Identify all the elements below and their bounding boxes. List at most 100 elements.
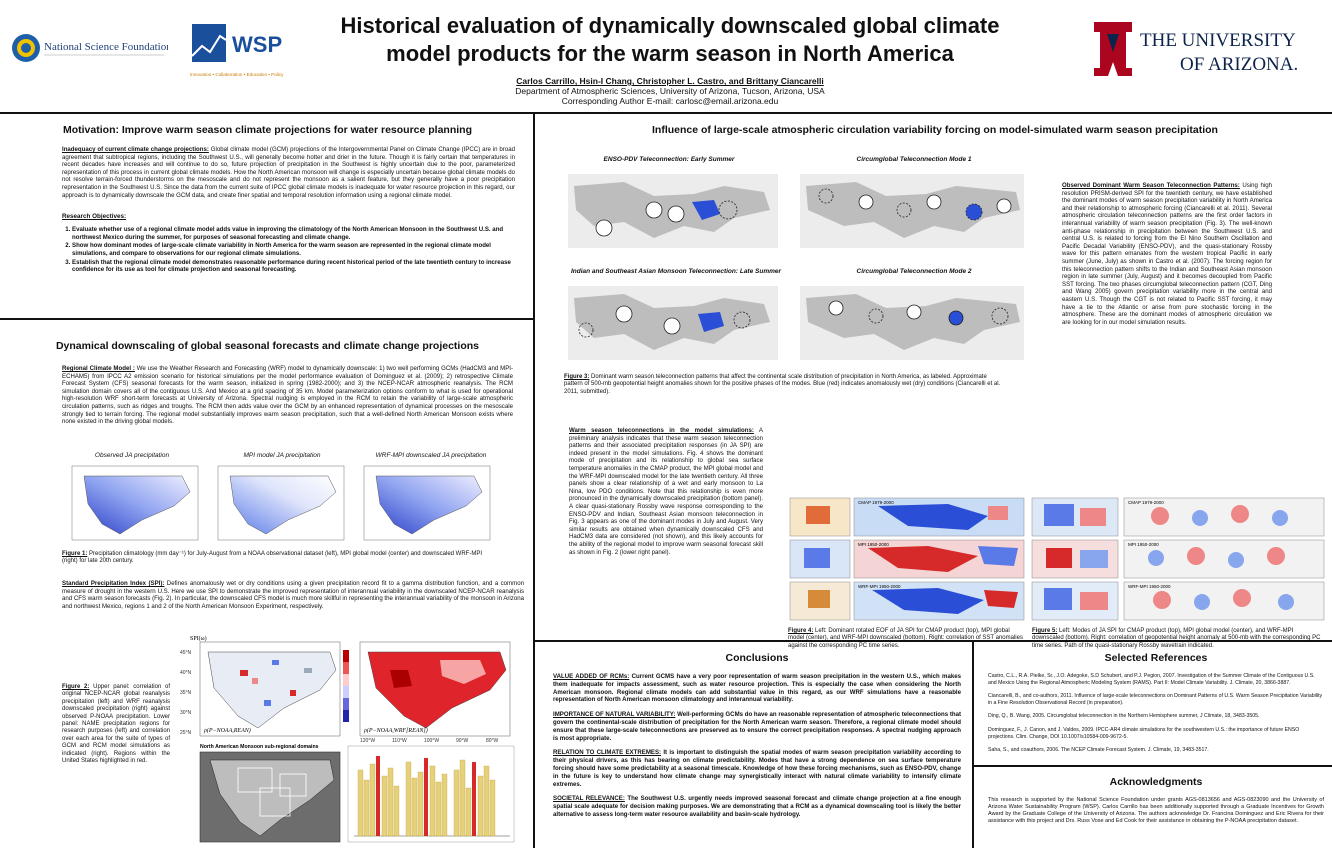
observed-precip-map <box>71 465 199 541</box>
list-item: Saha, S., and coauthors, 2006. The NCEP … <box>988 747 1209 754</box>
affiliation: Department of Atmospheric Sciences, Univ… <box>515 86 825 96</box>
objectives-heading: Research Objectives: <box>62 213 127 221</box>
fig3-panel-label: Circumglobal Teleconnection Mode 2 <box>856 268 972 275</box>
nsf-logo: National Science Foundation <box>8 30 172 66</box>
svg-text:100°W: 100°W <box>424 738 439 744</box>
figure-2: SPI(ω) ρ(P−NOAA,REAN) ρ(P−NOAA,WRF[REAN]… <box>180 630 520 844</box>
fig4-caption: Figure 4: Left: Dominant rotated EOF of … <box>788 628 1023 649</box>
list-item: Show how dominant modes of large-scale c… <box>72 242 515 257</box>
rcm-paragraph: Regional Climate Model : We use the Weat… <box>62 365 513 426</box>
acknowledgments-section: Acknowledgments This research is support… <box>988 776 1324 825</box>
observed-patterns-paragraph: Observed Dominant Warm Season Teleconnec… <box>1062 182 1272 326</box>
figure-3: ENSO-PDV Teleconnection: Early Summer Ci… <box>564 152 1034 367</box>
svg-text:CMAP 1979-2000: CMAP 1979-2000 <box>1128 500 1164 505</box>
downscaling-title: Dynamical downscaling of global seasonal… <box>55 340 480 352</box>
svg-text:CMAP 1979-2000: CMAP 1979-2000 <box>858 500 894 505</box>
list-item: Ding, Q., B. Wang, 2005. Circumglobal te… <box>988 713 1260 720</box>
fig2-wrf-correlation-map: ρ(P−NOAA,WRF[REAN]) <box>359 641 511 737</box>
fig3-panel-label: Indian and Southeast Asian Monsoon Telec… <box>570 268 782 275</box>
svg-text:THE UNIVERSITY: THE UNIVERSITY <box>1140 30 1296 51</box>
bottom-column-divider <box>972 640 974 848</box>
fig2-correlation-bars <box>347 745 515 843</box>
objectives-list: Evaluate whether use of a regional clima… <box>72 226 515 274</box>
fig3-panel-label: ENSO-PDV Teleconnection: Early Summer <box>603 156 735 163</box>
svg-text:35°N: 35°N <box>180 690 192 696</box>
fig2-name-regions-map: North American Monsoon sub-regional doma… <box>199 744 341 843</box>
left-section-divider <box>0 318 533 320</box>
svg-text:OF ARIZONA.: OF ARIZONA. <box>1180 54 1298 75</box>
list-item: IMPORTANCE OF NATURAL VARIABILITY: Well-… <box>553 711 961 742</box>
mpi-precip-map <box>217 465 345 541</box>
list-item: Establish that the regional climate mode… <box>72 259 515 274</box>
fig3-caption: Figure 3: Dominant warm season teleconne… <box>564 374 1001 395</box>
svg-text:National Science Foundation: National Science Foundation <box>44 41 168 53</box>
svg-text:90°W: 90°W <box>456 738 469 744</box>
figure-5: CMAP 1979-2000 MPI 1950-2000 WRF-MPI 195… <box>1031 497 1325 621</box>
svg-text:MPI 1950-2000: MPI 1950-2000 <box>1128 542 1159 547</box>
svg-text:Innovation • Collaboration • E: Innovation • Collaboration • Education •… <box>190 72 284 77</box>
author-block: Carlos Carrillo, Hsin-I Chang, Christoph… <box>420 76 920 106</box>
fig1-panel-label: WRF-MPI downscaled JA precipitation <box>375 452 487 459</box>
fig2-lon-ticks: 120°W 110°W 100°W 90°W 80°W <box>360 738 499 744</box>
references-list: Castro, C.L., R.A. Pielke, Sr., J.O. Ade… <box>988 673 1324 754</box>
svg-text:WSP: WSP <box>232 32 282 57</box>
fig5-cmap-row: CMAP 1979-2000 <box>1031 497 1325 537</box>
fig2-reanalysis-correlation-map: SPI(ω) ρ(P−NOAA,REAN) <box>190 635 341 737</box>
references-section: Selected References Castro, C.L., R.A. P… <box>988 652 1324 761</box>
column-divider <box>533 112 535 848</box>
svg-text:WRF-MPI 1950-2000: WRF-MPI 1950-2000 <box>1128 584 1171 589</box>
fig4-cmap-row: CMAP 1979-2000 <box>789 497 1025 537</box>
fig4-wrf-row: WRF-MPI 1950-2000 <box>789 581 1025 621</box>
bottom-section-divider <box>533 640 1332 642</box>
wsp-logo: WSP Innovation • Collaboration • Educati… <box>186 16 302 80</box>
svg-text:110°W: 110°W <box>392 738 407 744</box>
fig1-panel-label: MPI model JA precipitation <box>243 452 321 459</box>
svg-text:30°N: 30°N <box>180 710 192 716</box>
conclusions-section: Conclusions VALUE ADDED OF RCMs: Current… <box>553 652 961 826</box>
fig1-maps <box>71 465 491 541</box>
poster-title: Historical evaluation of dynamically dow… <box>340 13 1000 66</box>
svg-text:North American Monsoon sub-reg: North American Monsoon sub-regional doma… <box>200 744 319 750</box>
list-item: VALUE ADDED OF RCMs: Current GCMS have a… <box>553 673 961 704</box>
svg-text:40°N: 40°N <box>180 670 192 676</box>
acknowledgments-title: Acknowledgments <box>1109 776 1203 788</box>
corresponding-email: Corresponding Author E-mail: carlosc@ema… <box>561 96 779 106</box>
svg-text:45°N: 45°N <box>180 650 192 656</box>
motivation-paragraph: Inadequacy of current climate change pro… <box>62 146 516 199</box>
figure-1: Observed JA precipitation MPI model JA p… <box>62 452 502 544</box>
svg-text:SPI(ω): SPI(ω) <box>190 635 207 642</box>
svg-text:25°N: 25°N <box>180 730 192 736</box>
fig2-colorbar <box>343 650 349 722</box>
influence-title: Influence of large-scale atmospheric cir… <box>652 124 1218 136</box>
fig5-mpi-row: MPI 1950-2000 <box>1031 539 1325 579</box>
list-item: SOCIETAL RELEVANCE: The Southwest U.S. u… <box>553 795 961 818</box>
references-title: Selected References <box>1104 652 1208 664</box>
list-item: Evaluate whether use of a regional clima… <box>72 226 515 241</box>
fig2-caption: Figure 2: Upper panel: correlation of or… <box>62 684 171 765</box>
wrf-mpi-precip-map <box>363 465 491 541</box>
conclusions-list: VALUE ADDED OF RCMs: Current GCMS have a… <box>553 673 961 819</box>
enso-pdv-map <box>568 174 778 248</box>
cgt-mode-2-map <box>800 286 1024 360</box>
svg-text:ρ(P−NOAA,REAN): ρ(P−NOAA,REAN) <box>203 727 251 734</box>
svg-text:80°W: 80°W <box>486 738 499 744</box>
fig2-lat-ticks: 45°N 40°N 35°N 30°N 25°N <box>180 650 192 736</box>
fig3-panel-label: Circumglobal Teleconnection Mode 1 <box>856 156 972 163</box>
list-item: Ciancarelli, B., and co-authors, 2011. I… <box>988 693 1323 706</box>
motivation-title: Motivation: Improve warm season climate … <box>62 124 472 136</box>
model-teleconnection-paragraph: Warm season teleconnections in the model… <box>569 427 763 556</box>
figure-4: CMAP 1979-2000 MPI 1950-2000 WRF-MPI 195… <box>789 497 1025 621</box>
list-item: Dominguez, F., J. Canon, and J. Valdes, … <box>988 726 1300 740</box>
motivation-section: Motivation: Improve warm season climate … <box>10 124 525 275</box>
svg-text:120°W: 120°W <box>360 738 375 744</box>
university-of-arizona-logo: THE UNIVERSITY OF ARIZONA. <box>1088 18 1328 78</box>
refs-ack-divider <box>972 765 1332 767</box>
list-item: RELATION TO CLIMATE EXTREMES: It is impo… <box>553 749 961 788</box>
list-item: Castro, C.L., R.A. Pielke, Sr., J.O. Ade… <box>988 673 1315 686</box>
downscaling-section: Dynamical downscaling of global seasonal… <box>10 340 525 426</box>
svg-text:ρ(P−NOAA,WRF[REAN]): ρ(P−NOAA,WRF[REAN]) <box>363 727 428 734</box>
fig5-caption: Figure 5: Left: Modes of JA SPI for CMAP… <box>1032 628 1321 649</box>
indian-monsoon-map <box>568 286 778 360</box>
fig4-mpi-row: MPI 1950-2000 <box>789 539 1025 579</box>
header-divider <box>0 112 1332 114</box>
